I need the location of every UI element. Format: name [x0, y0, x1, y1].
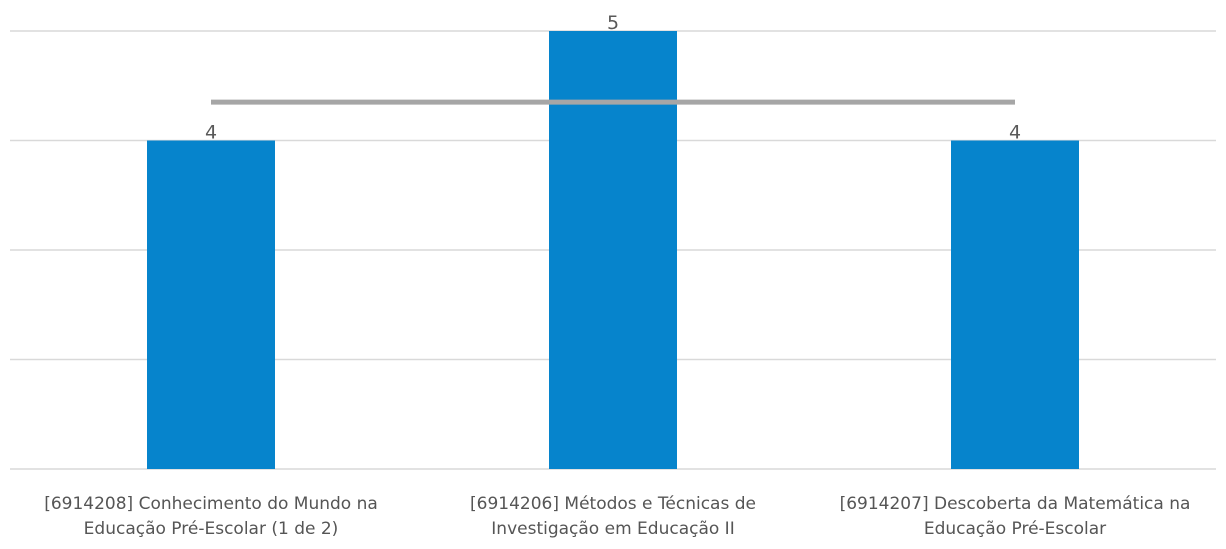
category-label-line: [6914208] Conhecimento do Mundo na — [44, 494, 378, 514]
bar-0 — [147, 140, 275, 469]
category-label-line: [6914206] Métodos e Técnicas de — [470, 494, 756, 514]
category-label-0: [6914208] Conhecimento do Mundo na Educaç… — [11, 492, 411, 542]
data-label-2: 4 — [1009, 122, 1021, 144]
category-label-line: Educação Pré-Escolar — [923, 519, 1107, 539]
category-label-2: [6914207] Descoberta da Matemática na Edu… — [815, 492, 1215, 542]
category-label-line: Educação Pré-Escolar (1 de 2) — [83, 519, 339, 539]
bar-2 — [951, 140, 1079, 469]
data-labels: 4 5 4 — [205, 12, 1021, 144]
category-label-line: [6914207] Descoberta da Matemática na — [839, 494, 1191, 514]
data-label-0: 4 — [205, 122, 217, 144]
category-label-1: [6914206] Métodos e Técnicas de Investiga… — [413, 492, 813, 542]
bar-1 — [549, 31, 677, 469]
category-label-line: Investigação em Educação II — [491, 519, 735, 539]
data-label-1: 5 — [607, 12, 619, 34]
